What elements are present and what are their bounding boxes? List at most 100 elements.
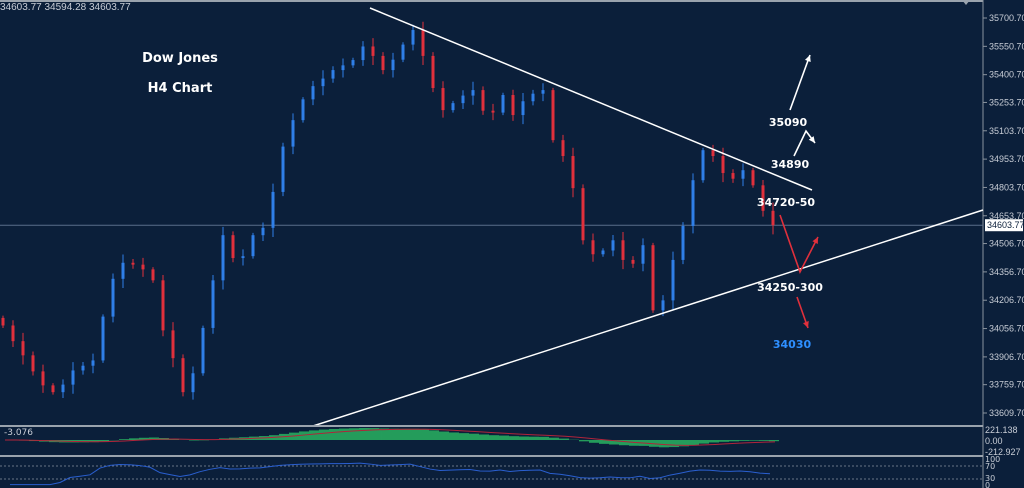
level-annotation: 34030 bbox=[773, 338, 812, 351]
candle bbox=[271, 191, 275, 228]
candle bbox=[741, 170, 745, 179]
candle bbox=[711, 150, 715, 157]
candle bbox=[11, 325, 15, 342]
y-tick-label: 34056.70 bbox=[989, 324, 1024, 334]
candle bbox=[501, 95, 505, 113]
candle bbox=[731, 173, 735, 179]
candle bbox=[251, 235, 255, 257]
y-tick-label: 35103.70 bbox=[989, 126, 1024, 136]
y-tick-label: 33759.70 bbox=[989, 380, 1024, 390]
candle bbox=[481, 90, 485, 111]
y-tick-label: 35700.70 bbox=[989, 13, 1024, 23]
level-annotation: 34720-50 bbox=[757, 196, 815, 209]
y-tick-label: 34506.70 bbox=[989, 239, 1024, 249]
rsi-tick-label: 0 bbox=[985, 481, 990, 488]
rsi-line bbox=[10, 462, 771, 486]
candle bbox=[321, 78, 325, 87]
candle bbox=[401, 44, 405, 60]
candle bbox=[661, 300, 665, 311]
candle bbox=[241, 256, 245, 259]
candle bbox=[101, 316, 105, 361]
candle bbox=[461, 95, 465, 104]
candle bbox=[141, 264, 145, 270]
candle bbox=[441, 88, 445, 111]
up-arrow-icon bbox=[789, 54, 811, 111]
candle bbox=[81, 365, 85, 371]
candle bbox=[311, 86, 315, 100]
candle bbox=[431, 55, 435, 89]
candle bbox=[21, 341, 25, 356]
candle bbox=[351, 60, 355, 66]
candle bbox=[181, 358, 185, 393]
level-annotation: 35090 bbox=[769, 116, 808, 129]
candle bbox=[161, 280, 165, 331]
bounce-arrow-icon bbox=[779, 214, 819, 275]
candle bbox=[381, 55, 385, 71]
candle bbox=[581, 188, 585, 241]
candle bbox=[601, 250, 605, 255]
up-arrow-icon-head bbox=[804, 55, 811, 62]
candle bbox=[191, 373, 195, 393]
candle bbox=[71, 370, 75, 385]
candle bbox=[51, 385, 55, 393]
ohlc-readout: 34603.77 34594.28 34603.77 bbox=[0, 2, 131, 13]
y-tick-label: 33609.70 bbox=[989, 408, 1024, 418]
candle bbox=[391, 59, 395, 71]
y-tick-label: 34206.70 bbox=[989, 295, 1024, 305]
candle bbox=[651, 245, 655, 311]
scroll-marker-icon bbox=[962, 0, 970, 5]
candle bbox=[611, 240, 615, 251]
current-price-label: 34603.77 bbox=[987, 220, 1024, 230]
candle bbox=[151, 269, 155, 281]
candle bbox=[371, 46, 375, 56]
y-tick-label: 34803.70 bbox=[989, 182, 1024, 192]
candle bbox=[61, 384, 65, 393]
bounce-arrow-icon-head bbox=[812, 237, 818, 244]
rsi-tick-label: 100 bbox=[985, 455, 1000, 464]
candle bbox=[111, 278, 115, 317]
rsi-tick-label: 30 bbox=[985, 474, 995, 483]
candle bbox=[211, 280, 215, 328]
candle bbox=[411, 30, 415, 45]
candle bbox=[701, 150, 705, 181]
candle bbox=[31, 355, 35, 372]
candle bbox=[291, 120, 295, 147]
candle bbox=[341, 65, 345, 71]
candle bbox=[331, 70, 335, 79]
candle bbox=[561, 140, 565, 157]
candle bbox=[261, 227, 265, 236]
macd-tick-label: 0.00 bbox=[985, 436, 1003, 446]
candle bbox=[621, 240, 625, 260]
down-arrow-icon-head bbox=[803, 321, 809, 328]
level-annotation: 34250-300 bbox=[757, 281, 823, 294]
candle bbox=[761, 185, 765, 211]
candle bbox=[531, 93, 535, 102]
macd-tick-label: 221.138 bbox=[985, 425, 1018, 435]
rsi-tick-label: 70 bbox=[985, 462, 995, 471]
y-tick-label: 34653.70 bbox=[989, 211, 1024, 221]
candle bbox=[221, 235, 225, 281]
candle bbox=[1, 317, 5, 326]
candle bbox=[91, 360, 95, 366]
macd-signal-line bbox=[4, 428, 776, 446]
candle bbox=[771, 210, 775, 226]
chart-subtitle: H4 Chart bbox=[148, 81, 213, 96]
candle bbox=[541, 90, 545, 94]
chart-title: Dow Jones bbox=[142, 51, 218, 66]
candle bbox=[231, 235, 235, 259]
level-annotation: 34890 bbox=[771, 158, 810, 171]
descending-trendline bbox=[369, 7, 813, 191]
candle bbox=[571, 156, 575, 189]
candle bbox=[691, 180, 695, 226]
candle bbox=[521, 101, 525, 116]
breakout-arrow-icon-head bbox=[808, 136, 815, 143]
candle bbox=[361, 46, 365, 61]
candle bbox=[591, 240, 595, 255]
candle bbox=[491, 110, 495, 113]
candle bbox=[421, 30, 425, 56]
macd-value-label: -3.076 bbox=[4, 428, 33, 438]
candle bbox=[121, 262, 125, 279]
candle bbox=[671, 259, 675, 301]
candle bbox=[201, 327, 205, 374]
